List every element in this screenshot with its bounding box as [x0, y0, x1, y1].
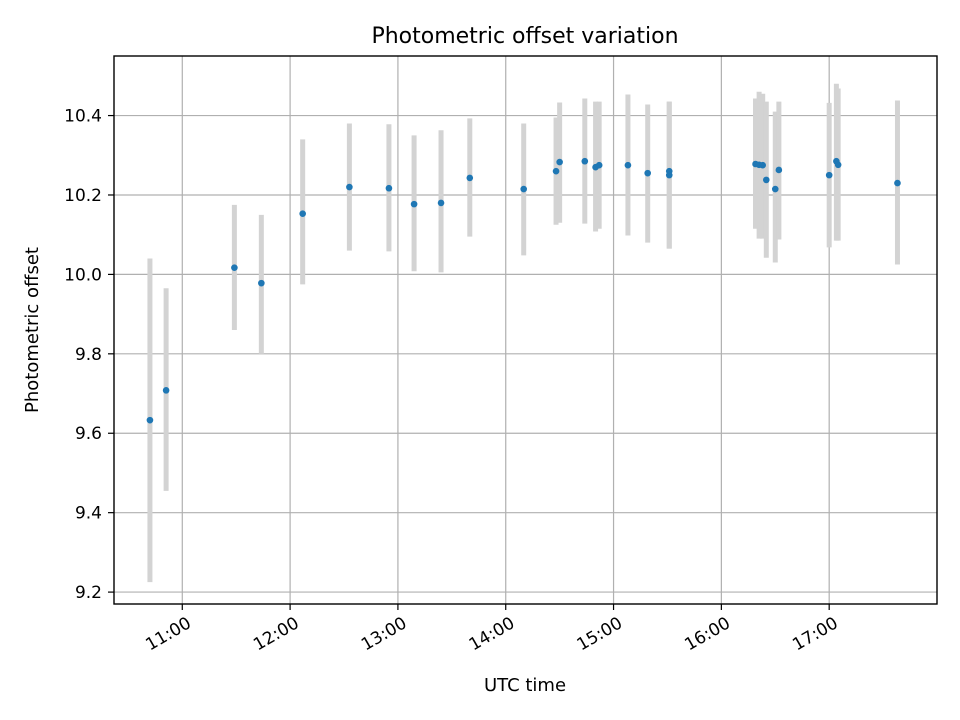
data-point [520, 185, 528, 193]
y-tick-label: 10.4 [64, 107, 102, 127]
x-tick-label: 17:00 [789, 613, 841, 655]
data-point [410, 200, 418, 208]
errorbar-layer [147, 83, 900, 583]
data-point [556, 158, 563, 166]
data-point [258, 279, 265, 287]
data-point [231, 264, 238, 271]
data-point [775, 166, 783, 174]
x-tick-label: 13:00 [358, 613, 410, 655]
y-tick-label: 10.2 [64, 186, 102, 206]
tick-layer: 11:00 12:00 13:00 14:00 15:00 16:00 17:00 9.2 9.… [64, 107, 842, 656]
plot-frame [113, 55, 938, 605]
data-point [624, 161, 632, 169]
y-tick-label: 9.4 [75, 504, 102, 524]
x-tick-label: 11:00 [142, 613, 194, 655]
data-point [825, 171, 833, 179]
y-tick-label: 9.6 [75, 424, 102, 444]
data-point [595, 161, 603, 169]
data-point [466, 174, 474, 182]
x-tick-label: 12:00 [250, 613, 302, 655]
data-point [437, 199, 445, 207]
y-tick-label: 9.2 [75, 583, 102, 603]
data-point [146, 416, 154, 424]
x-tick-label: 16:00 [681, 613, 733, 655]
y-axis-label: Photometric offset [22, 247, 43, 413]
data-point [162, 387, 170, 394]
data-point [665, 171, 673, 179]
data-point [552, 167, 560, 175]
point-layer [146, 157, 901, 424]
data-point [644, 169, 651, 177]
data-point [385, 184, 393, 192]
x-axis-label: UTC time [484, 675, 566, 696]
data-point [759, 161, 766, 169]
chart-title: Photometric offset variation [371, 24, 678, 49]
data-point [762, 176, 770, 184]
data-point [346, 183, 353, 191]
x-tick-label: 15:00 [574, 613, 626, 655]
y-tick-label: 10.0 [64, 265, 102, 285]
data-point [894, 179, 901, 187]
data-point [581, 157, 589, 165]
data-point [299, 210, 306, 217]
x-tick-label: 14:00 [466, 613, 518, 655]
data-point [771, 185, 779, 193]
data-point [834, 161, 842, 169]
y-tick-label: 9.8 [75, 345, 102, 365]
